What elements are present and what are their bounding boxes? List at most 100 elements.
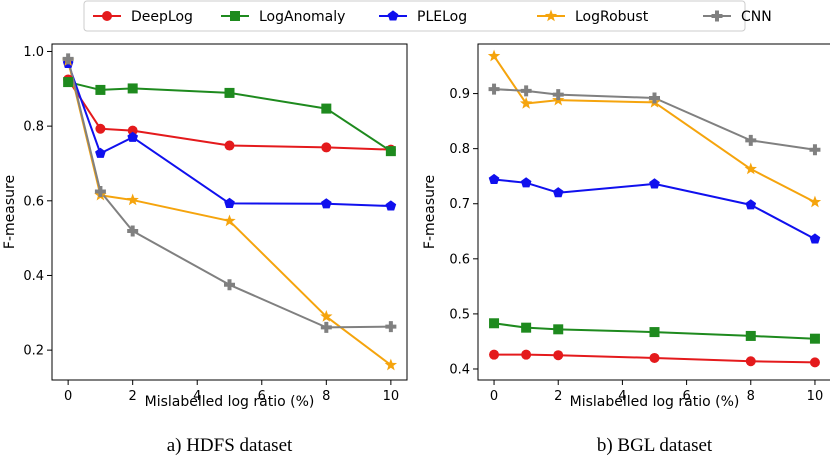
hdfs-cnn-point <box>385 321 397 333</box>
hdfs-loganomaly-point <box>127 83 138 94</box>
legend-plelog-marker <box>387 10 399 21</box>
hdfs-loganomaly-point <box>321 103 332 114</box>
hdfs-cnn-point <box>62 53 74 65</box>
hdfs-cnn-point <box>320 321 332 333</box>
bgl-loganomaly-point <box>649 327 660 338</box>
bgl-logrobust-line <box>493 55 816 203</box>
bgl-plelog-point <box>809 233 821 244</box>
bgl-plelog-line <box>493 178 816 240</box>
bgl-axes: 0 2 4 6 8 10 0.4 0.5 0.6 0.7 0.8 0.9 <box>449 87 823 404</box>
bgl-y-tick-label: 0.9 <box>449 87 470 102</box>
hdfs-loganomaly-point <box>385 146 396 157</box>
legend-deeplog-marker <box>102 11 112 21</box>
legend-loganomaly-marker <box>230 11 240 21</box>
bgl-x-tick-label: 10 <box>807 389 824 404</box>
bgl-series <box>487 49 822 368</box>
bgl-plelog-point <box>745 199 757 210</box>
hdfs-plelog-point <box>127 131 139 142</box>
hdfs-x-tick-label: 0 <box>64 389 72 404</box>
hdfs-plelog-point <box>320 198 332 209</box>
bgl-deeplog-point <box>745 356 756 367</box>
hdfs-deeplog-point <box>224 140 235 151</box>
bgl-cnn-point <box>649 92 660 104</box>
hdfs-x-tick-label: 2 <box>129 389 137 404</box>
hdfs-logrobust-point <box>223 214 236 227</box>
legend-cnn-marker <box>711 10 723 22</box>
hdfs-cnn-point <box>127 225 139 237</box>
legend: DeepLog LogAnomaly PLELog LogRobust CNN <box>83 0 772 32</box>
bgl-cnn-point <box>745 134 757 146</box>
legend-loganomaly-label: LogAnomaly <box>259 9 345 25</box>
bgl-cnn-point <box>520 85 532 97</box>
hdfs-loganomaly-line <box>67 81 392 152</box>
bgl-deeplog-line <box>494 353 815 364</box>
hdfs-axes: 0 2 4 6 8 10 0.2 0.4 0.6 0.8 1.0 <box>23 45 399 404</box>
bgl-plelog-point <box>649 178 660 189</box>
legend-plelog-label: PLELog <box>417 9 467 25</box>
bgl-cnn-point <box>809 144 821 156</box>
hdfs-series <box>61 53 398 371</box>
hdfs-title: a) HDFS dataset <box>167 435 293 456</box>
hdfs-loganomaly-point <box>63 77 74 88</box>
hdfs-y-tick-label: 0.4 <box>23 269 44 284</box>
legend-cnn-label: CNN <box>741 9 772 25</box>
hdfs-cnn-line <box>67 58 391 329</box>
bgl-plelog-point <box>520 177 532 188</box>
hdfs-plelog-line <box>67 63 391 208</box>
bgl-logrobust-point <box>519 96 533 109</box>
bgl-loganomaly-point <box>809 333 820 344</box>
legend-deeplog-label: DeepLog <box>131 9 193 25</box>
bgl-x-tick-label: 4 <box>618 389 626 404</box>
hdfs-x-axis-label: Mislabelled log ratio (%) <box>145 394 315 410</box>
bgl-deeplog-point <box>553 350 564 361</box>
bgl-loganomaly-point <box>521 322 532 333</box>
hdfs-logrobust-line <box>67 60 392 366</box>
bgl-logrobust-point <box>487 49 501 62</box>
hdfs-plelog-point <box>95 147 106 158</box>
bgl-x-axis-label: Mislabelled log ratio (%) <box>570 394 740 410</box>
bgl-x-tick-label: 8 <box>747 389 755 404</box>
hdfs-logrobust-point <box>320 310 333 322</box>
bgl-y-tick-label: 0.4 <box>449 362 470 377</box>
bgl-y-tick-label: 0.5 <box>449 307 470 322</box>
bgl-x-tick-label: 2 <box>554 389 562 404</box>
bgl-plelog-point <box>488 173 500 185</box>
bgl-x-tick-label: 0 <box>490 389 498 404</box>
bgl-loganomaly-point <box>553 324 564 335</box>
hdfs-y-tick-label: 0.2 <box>23 344 44 359</box>
hdfs-y-tick-label: 1.0 <box>23 45 44 60</box>
bgl-deeplog-point <box>809 357 820 368</box>
bgl-x-tick-label: 6 <box>682 389 690 404</box>
hdfs-x-tick-label: 8 <box>322 389 330 404</box>
hdfs-chart: 0 2 4 6 8 10 0.2 0.4 0.6 0.8 1.0 Mislabelled log r… <box>2 43 408 456</box>
bgl-y-tick-label: 0.8 <box>449 142 470 157</box>
hdfs-deeplog-point <box>95 123 106 134</box>
hdfs-y-tick-label: 0.6 <box>23 194 44 209</box>
hdfs-deeplog-line <box>67 78 391 151</box>
legend-box <box>83 0 746 32</box>
hdfs-cnn-point <box>94 185 106 197</box>
bgl-cnn-point <box>488 83 500 95</box>
hdfs-x-tick-label: 6 <box>258 389 266 404</box>
bgl-logrobust-point <box>808 195 822 208</box>
bgl-plot-area <box>477 43 830 381</box>
bgl-y-axis-label: F-measure <box>422 175 438 249</box>
bgl-y-tick-label: 0.6 <box>449 252 470 267</box>
hdfs-plelog-point <box>385 200 397 211</box>
bgl-y-tick-label: 0.7 <box>449 197 470 212</box>
hdfs-cnn-point <box>224 279 235 291</box>
bgl-loganomaly-point <box>489 318 500 329</box>
bgl-title: b) BGL dataset <box>597 435 713 456</box>
bgl-chart: 0 2 4 6 8 10 0.4 0.5 0.6 0.7 0.8 0.9 Mislabelled lo… <box>422 43 830 456</box>
bgl-logrobust-point <box>744 162 757 175</box>
hdfs-x-tick-label: 10 <box>383 389 400 404</box>
bgl-cnn-point <box>552 89 564 101</box>
legend-logrobust-label: LogRobust <box>575 9 649 25</box>
bgl-plelog-point <box>552 187 564 198</box>
hdfs-loganomaly-point <box>224 87 235 98</box>
bgl-loganomaly-line <box>493 322 815 340</box>
bgl-deeplog-point <box>489 349 500 360</box>
hdfs-y-tick-label: 0.8 <box>23 120 44 135</box>
hdfs-loganomaly-point <box>95 84 106 95</box>
